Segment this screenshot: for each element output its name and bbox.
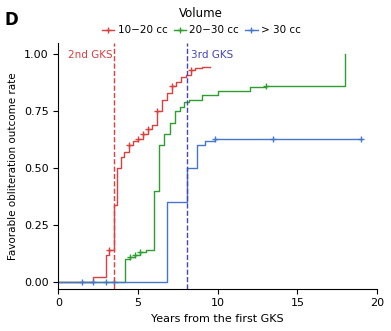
Text: D: D	[4, 11, 18, 29]
Text: 2nd GKS: 2nd GKS	[68, 50, 113, 60]
Y-axis label: Favorable obliteration outcome rate: Favorable obliteration outcome rate	[9, 72, 18, 260]
Legend: 10−20 cc, 20−30 cc, > 30 cc: 10−20 cc, 20−30 cc, > 30 cc	[102, 7, 301, 35]
Text: 3rd GKS: 3rd GKS	[191, 50, 233, 60]
X-axis label: Years from the first GKS: Years from the first GKS	[151, 314, 284, 324]
